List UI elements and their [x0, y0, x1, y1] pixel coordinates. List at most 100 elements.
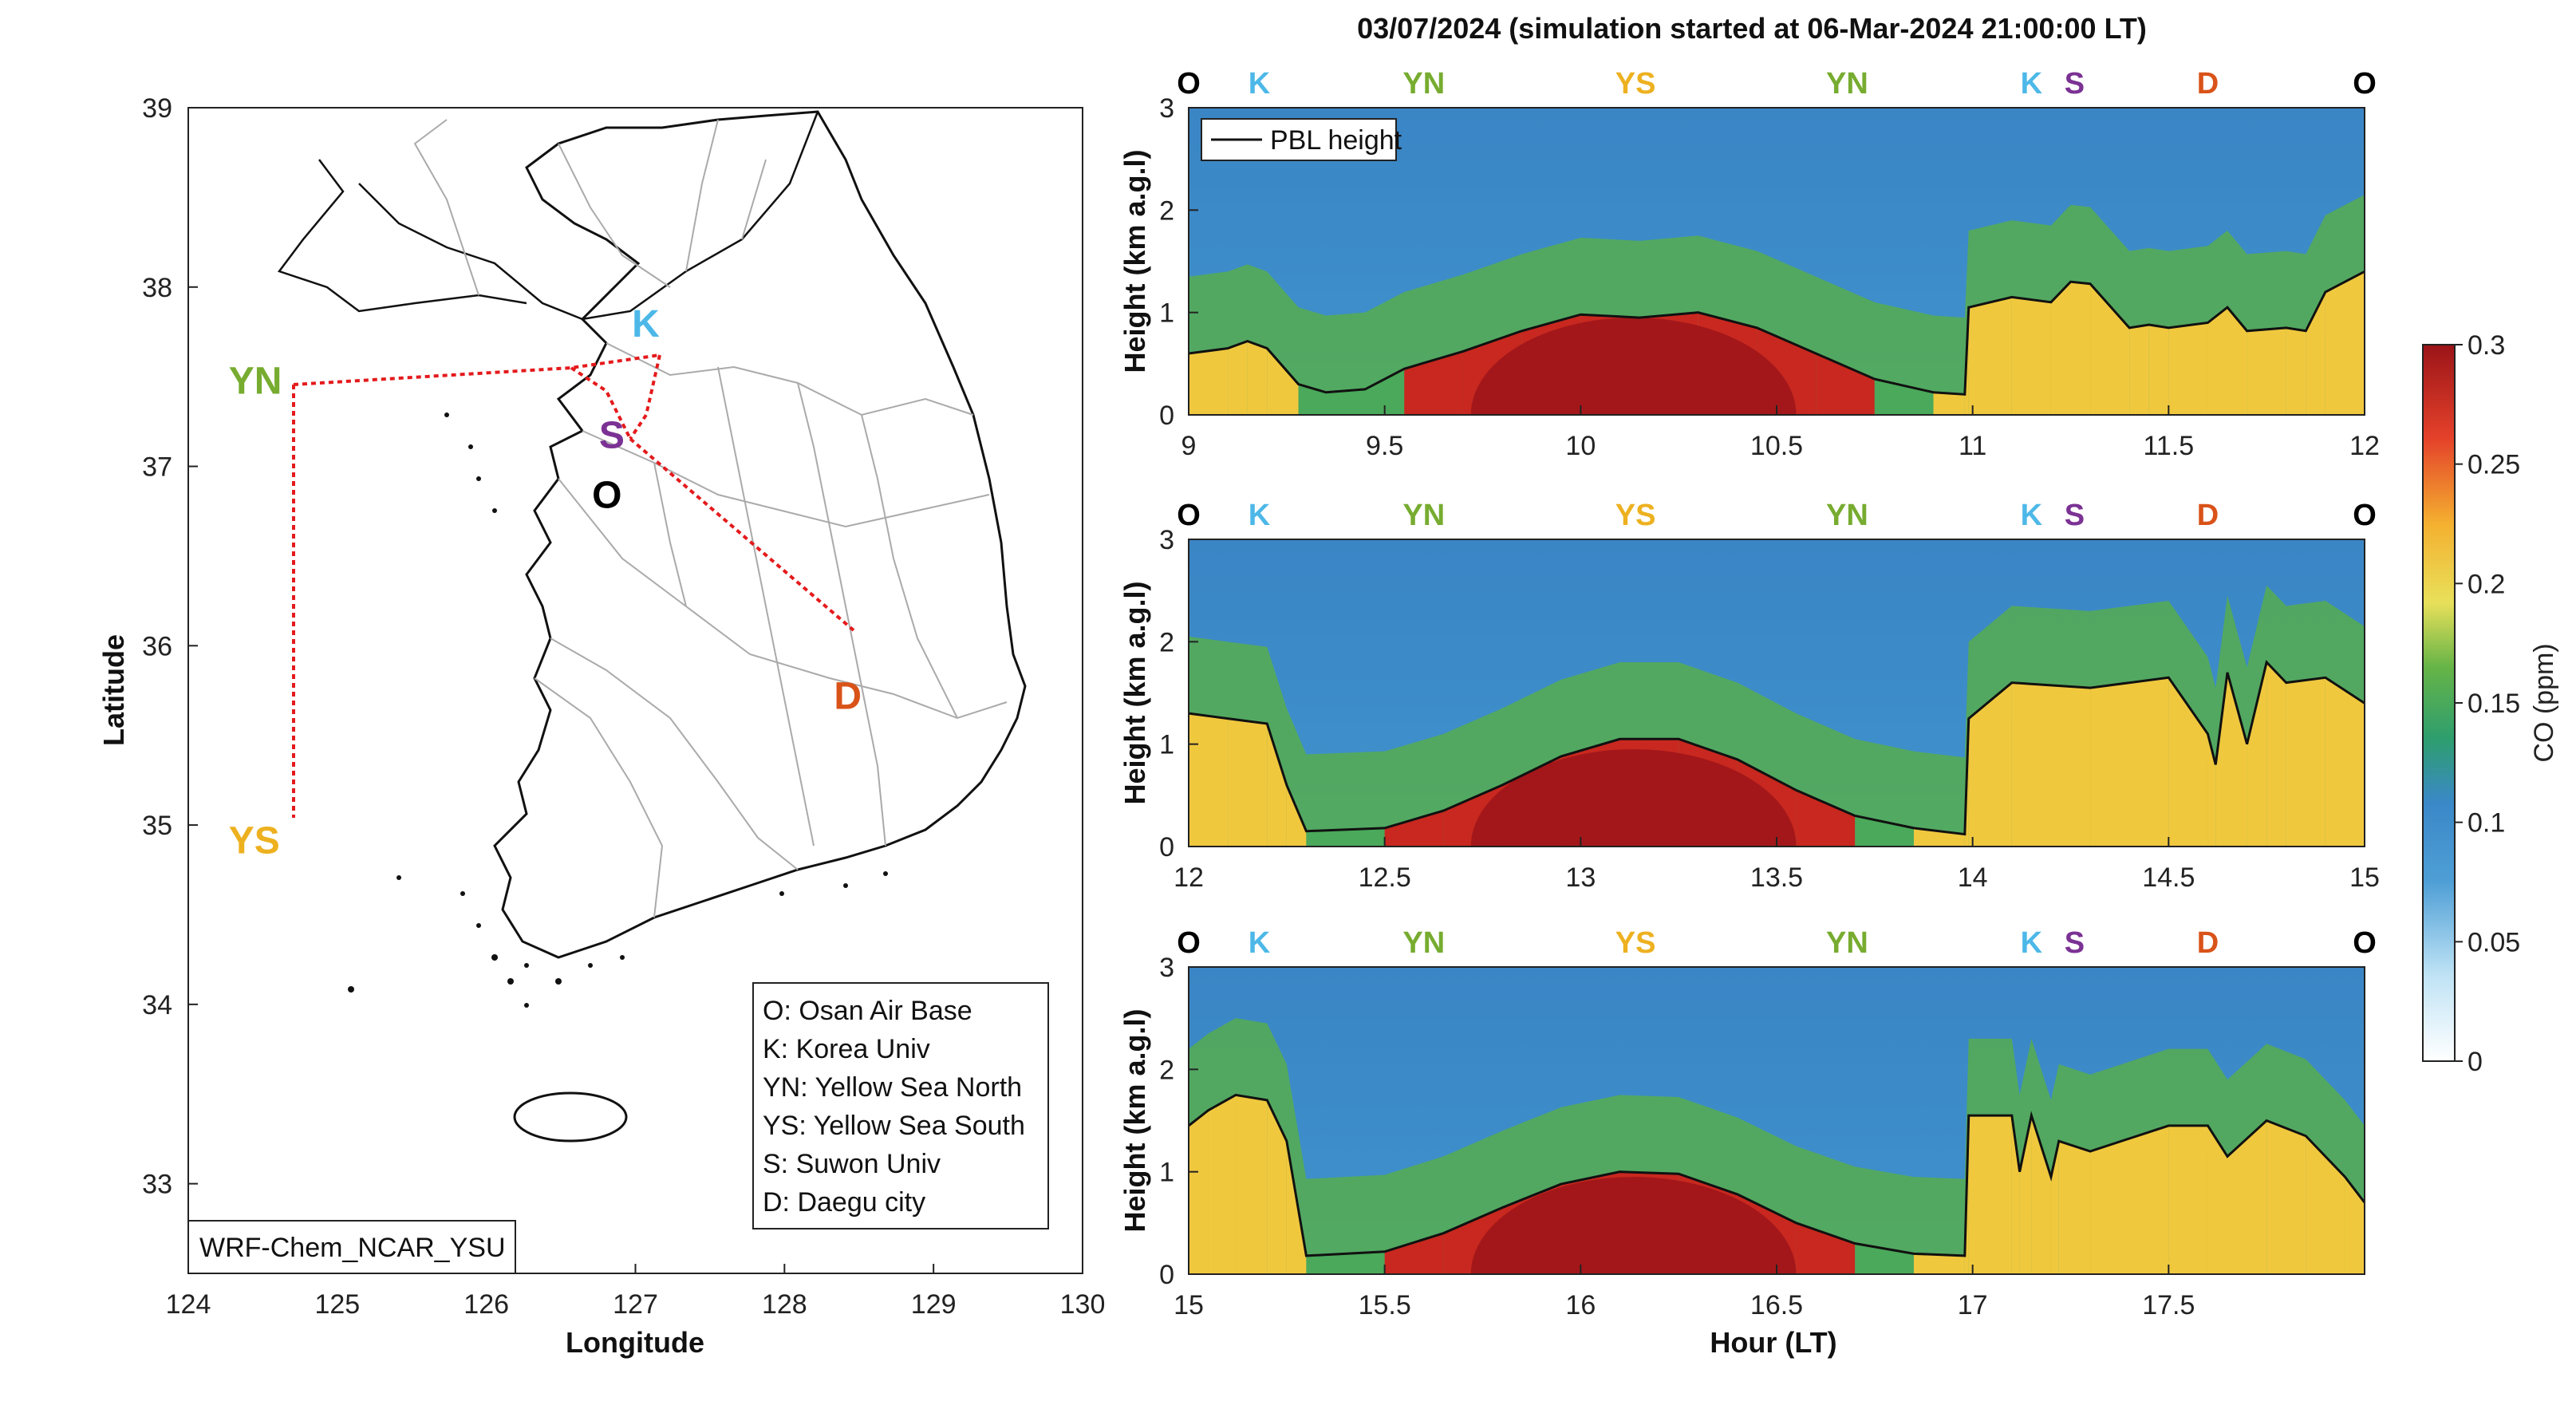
hour-xlabel: Hour (LT) [1710, 1326, 1836, 1359]
map-ylabel: Latitude [97, 634, 130, 746]
map-legend-item: YS: Yellow Sea South [763, 1111, 1025, 1141]
flight-route [292, 353, 855, 818]
co-mixed-layer [2058, 1141, 2091, 1274]
map-legend-item: YN: Yellow Sea North [763, 1072, 1022, 1103]
route-label-s: S [2065, 499, 2085, 532]
route-label-k: K [2021, 499, 2043, 532]
north-coast [277, 159, 527, 313]
co-mixed-layer [2286, 677, 2326, 847]
co-mixed-layer [2266, 662, 2286, 847]
map-legend-item: D: Daegu city [763, 1187, 925, 1218]
map-site-labels: K SO D YN YS [229, 303, 862, 862]
ytick-label: 0 [1159, 832, 1174, 862]
route-label-ys: YS [1615, 67, 1656, 101]
co-mixed-layer [1874, 379, 1934, 415]
ytick-label: 0 [1159, 1260, 1174, 1290]
korea-outline [493, 110, 1027, 959]
map-ytick-label: 36 [142, 631, 172, 661]
xtick-label: 9.5 [1366, 431, 1403, 461]
model-label: WRF-Chem_NCAR_YSU [199, 1233, 506, 1263]
route-label-d: D [2197, 926, 2219, 960]
co-mixed-layer [2286, 327, 2306, 415]
xtick-label: 15.5 [1359, 1290, 1411, 1320]
co-mixed-layer [1796, 1222, 1856, 1274]
co-mixed-layer [1189, 348, 1229, 415]
route-label-yn: YN [1402, 499, 1445, 532]
co-mixed-layer [2325, 677, 2365, 847]
co-mixed-layer [2227, 1120, 2267, 1274]
xtick-label: 11 [1959, 431, 1986, 461]
route-label-o: O [2353, 926, 2377, 960]
xtick-label: 16 [1565, 1290, 1596, 1320]
colorbar: 0 0.05 0.1 0.15 0.2 0.25 0.3 CO (ppm) [2422, 330, 2559, 1077]
co-mixed-layer [1816, 353, 1875, 415]
co-mixed-layer [2050, 282, 2071, 415]
ylabel: Height (km a.g.l) [1118, 1008, 1151, 1232]
map-site-yn: YN [229, 360, 282, 402]
map-ticks: 124 125 126 127 128 129 130 39 38 37 36 35 34 33 [142, 93, 1105, 1320]
colorbar-tick-label: 0.3 [2468, 330, 2505, 361]
map-site-ys: YS [229, 820, 280, 862]
co-mixed-layer [2207, 733, 2216, 847]
xtick-label: 10.5 [1750, 431, 1803, 461]
pbl-height-line [1188, 270, 2365, 396]
route-label-k: K [1249, 67, 1271, 101]
route-label-d: D [2197, 499, 2219, 532]
co-mixed-layer [2168, 1125, 2208, 1274]
ytick-label: 0 [1159, 401, 1174, 431]
model-label-box [187, 1220, 516, 1274]
co-mixed-layer [2031, 1115, 2051, 1274]
map-xtick-label: 129 [911, 1289, 957, 1320]
map-panel: 124 125 126 127 128 129 130 39 38 37 36 35 34 33 [97, 93, 1105, 1359]
route-label-yn: YN [1826, 926, 1868, 960]
ylabel: Height (km a.g.l) [1118, 149, 1151, 373]
ytick-label: 2 [1159, 1055, 1174, 1085]
islands [348, 412, 888, 1008]
co-mixed-layer [2247, 327, 2286, 415]
colorbar-label: CO (ppm) [2529, 643, 2559, 762]
co-mixed-layer [1365, 369, 1405, 415]
ytick-label: 3 [1159, 953, 1174, 983]
co-mixed-layer [2090, 677, 2169, 847]
co-mixed-layer [2070, 282, 2091, 415]
co-mixed-layer [1267, 724, 1287, 847]
colorbar-tick-label: 0.05 [2468, 927, 2520, 957]
co-mixed-layer [2050, 1141, 2059, 1274]
route-label-k: K [2021, 67, 2043, 101]
colorbar-tick-label: 0 [2468, 1047, 2483, 1077]
co-mixed-layer [1384, 811, 1444, 847]
route-label-yn: YN [1826, 67, 1868, 101]
ytick-label: 1 [1159, 298, 1174, 329]
co-mixed-layer [2266, 1120, 2306, 1274]
co-mixed-layer [1913, 1253, 1965, 1274]
co-mixed-layer [2227, 307, 2247, 415]
co-mixed-layer [1228, 341, 1248, 415]
route-label-s: S [2065, 67, 2085, 101]
route-label-k: K [1249, 499, 1271, 532]
co-field [1189, 967, 2365, 1274]
xtick-label: 10 [1565, 431, 1596, 461]
co-red-core [1470, 318, 1797, 415]
co-mixed-layer [2168, 322, 2208, 415]
co-mixed-layer [2227, 672, 2247, 847]
co-mixed-layer [1306, 827, 1385, 847]
map-ytick-label: 38 [142, 273, 172, 303]
map-legend: O: Osan Air Base K: Korea Univ YN: Yellow … [763, 996, 1025, 1218]
ytick-label: 1 [1159, 1158, 1174, 1188]
pbl-height-line [1188, 659, 2365, 836]
map-ytick-label: 39 [142, 93, 172, 124]
route-label-ys: YS [1615, 926, 1656, 960]
map-legend-item: K: Korea Univ [763, 1034, 930, 1064]
ytick-label: 3 [1159, 525, 1174, 555]
co-mixed-layer [2207, 307, 2228, 415]
map-site-k: K [632, 303, 660, 345]
co-mixed-layer [1384, 1233, 1444, 1274]
co-mixed-layer [1306, 1251, 1385, 1274]
map-xtick-label: 124 [166, 1289, 211, 1320]
co-mixed-layer [2011, 682, 2091, 847]
jeju-island [513, 1091, 628, 1143]
co-mixed-layer [2011, 1115, 2020, 1274]
co-mixed-layer [1247, 341, 1268, 415]
ytick-label: 3 [1159, 93, 1174, 124]
